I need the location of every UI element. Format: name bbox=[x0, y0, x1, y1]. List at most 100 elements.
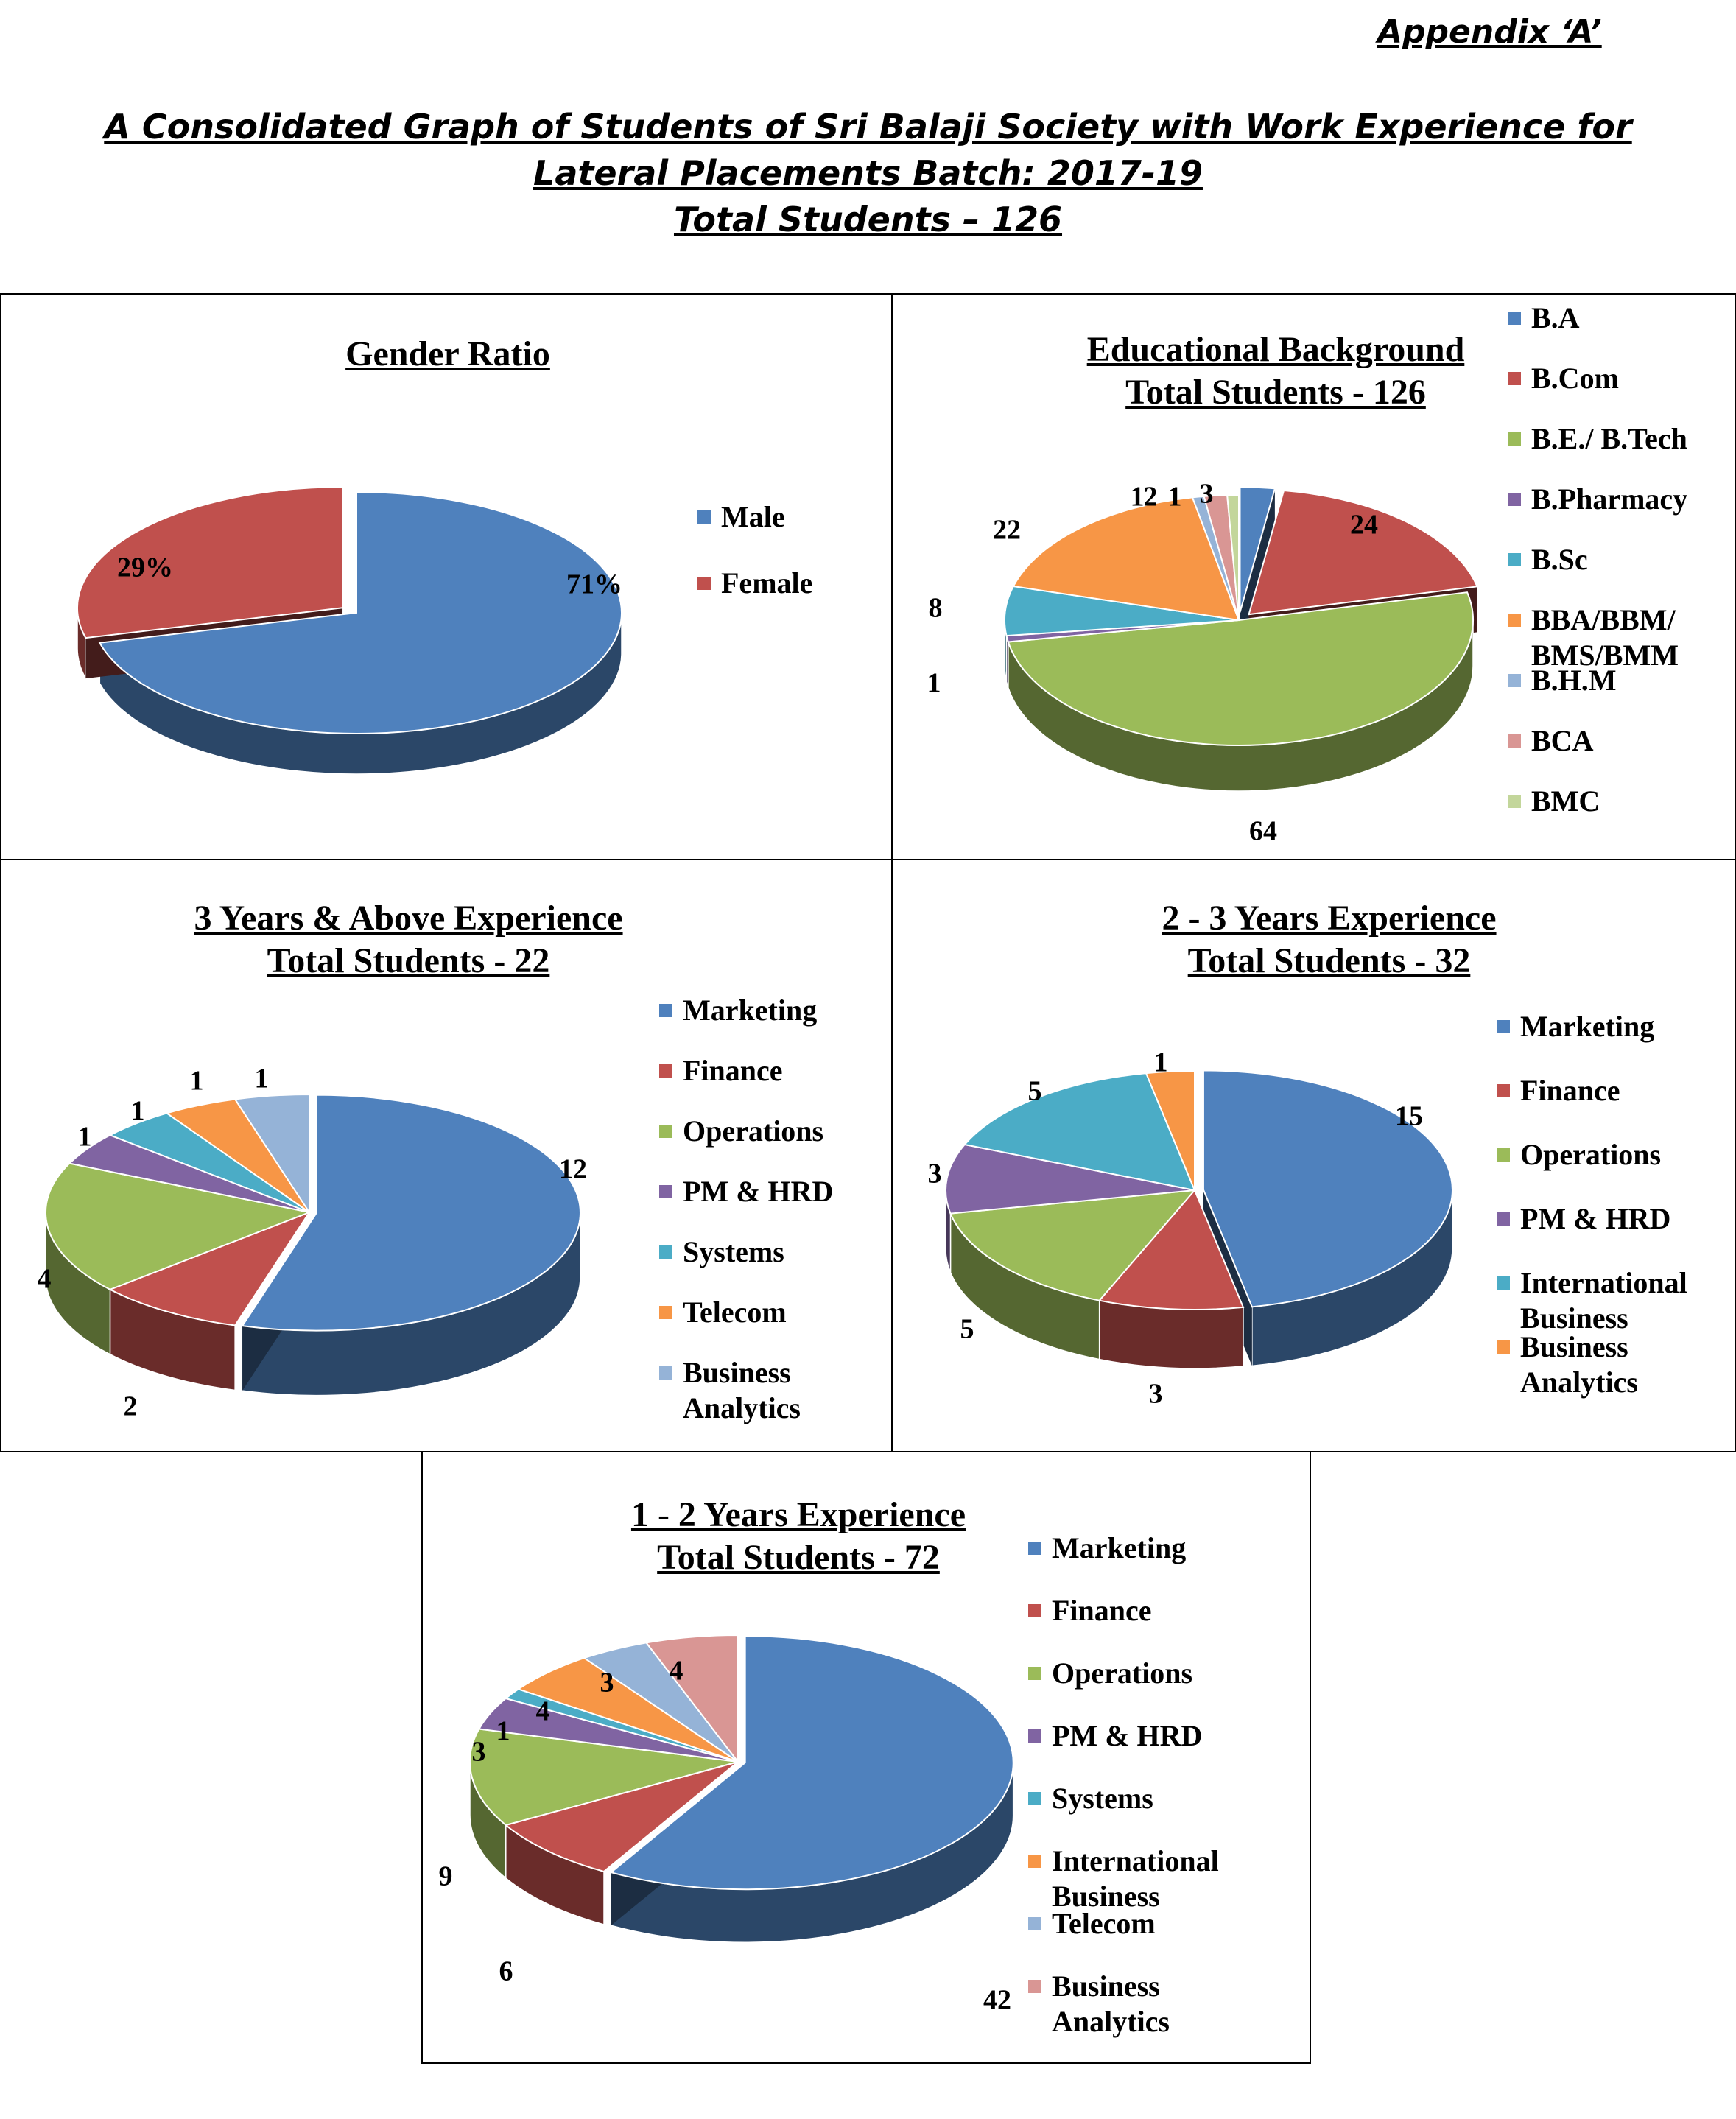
three-years-experience-panel: 3 Years & Above Experience Total Student… bbox=[0, 859, 893, 1452]
education-legend-swatch-bba-bbm-bms-bmm bbox=[1508, 614, 1521, 627]
education-slice-bmc bbox=[1226, 493, 1240, 621]
exp3-legend-text-pm-hrd: PM & HRD bbox=[683, 1175, 834, 1208]
education-slice-b-sc bbox=[1004, 585, 1240, 637]
exp12-legend-swatch-pm-hrd bbox=[1028, 1729, 1041, 1743]
gender-legend-swatch-male bbox=[697, 510, 711, 524]
education-slice-b-com bbox=[1248, 489, 1479, 616]
education-label-bca: 2 bbox=[1144, 482, 1158, 513]
report-title-line-3: Total Students – 126 bbox=[673, 200, 1063, 239]
exp12-slice-marketing bbox=[609, 1635, 1014, 1891]
exp12-legend-text-marketing: Marketing bbox=[1052, 1531, 1187, 1564]
education-legend-text-bmc: BMC bbox=[1531, 784, 1600, 818]
exp12-legend-swatch-finance bbox=[1028, 1604, 1041, 1617]
exp12-legend-swatch-marketing bbox=[1028, 1542, 1041, 1555]
education-label-bba-bbm-bms-bmm: 22 bbox=[993, 515, 1021, 546]
gender-slice-female bbox=[77, 486, 344, 639]
report-title-line-1: A Consolidated Graph of Students of Sri … bbox=[104, 107, 1632, 147]
exp3-slice-business-analytics bbox=[233, 1093, 310, 1215]
education-label-b-pharmacy: 1 bbox=[927, 668, 941, 699]
gender-legend: Male Female bbox=[697, 499, 882, 625]
exp3-label-operations: 4 bbox=[38, 1264, 52, 1295]
gender-pie-chart: 71% 29% bbox=[77, 486, 622, 775]
exp3-chart-subtitle: Total Students - 22 bbox=[267, 941, 550, 980]
exp3-legend: Marketing Finance Operations PM & HRD System… bbox=[659, 993, 888, 1435]
exp3-label-finance: 2 bbox=[124, 1391, 138, 1422]
education-legend-swatch-b-sc bbox=[1508, 553, 1521, 566]
gender-label-male: 71% bbox=[566, 569, 622, 600]
gender-pie-tops bbox=[77, 486, 622, 734]
exp3-legend-swatch-pm-hrd bbox=[659, 1185, 672, 1198]
exp3-legend-text-telecom: Telecom bbox=[683, 1296, 787, 1329]
exp12-legend-text-telecom: Telecom bbox=[1052, 1907, 1156, 1940]
exp12-label-systems: 1 bbox=[496, 1716, 510, 1747]
exp12-label-pm-hrd: 3 bbox=[472, 1737, 486, 1768]
exp23-slice-international-business bbox=[963, 1072, 1196, 1192]
exp12-legend-text-operations: Operations bbox=[1052, 1656, 1193, 1690]
gender-data-labels: 71% 29% bbox=[117, 552, 622, 600]
education-legend-text-b-e-b-tech: B.E./ B.Tech bbox=[1531, 422, 1687, 455]
exp23-legend-text-marketing: Marketing bbox=[1520, 1010, 1655, 1043]
exp3-legend-swatch-systems bbox=[659, 1245, 672, 1259]
exp3-legend-text-systems: Systems bbox=[683, 1235, 784, 1268]
education-legend-swatch-b-com bbox=[1508, 372, 1521, 385]
exp3-slice-finance bbox=[108, 1210, 312, 1326]
gender-legend-text-female: Female bbox=[721, 566, 813, 600]
gender-legend-text-male: Male bbox=[721, 500, 785, 533]
education-wall-b-a-1 bbox=[1240, 488, 1275, 658]
exp23-legend-swatch-business-analytics bbox=[1497, 1340, 1510, 1354]
one-two-years-experience-panel: 1 - 2 Years Experience Total Students - … bbox=[421, 1451, 1311, 2064]
education-legend: B.A B.Com B.E./ B.Tech B.Pharmacy B.Sc BBA/BB… bbox=[1508, 301, 1729, 853]
education-pie-tops bbox=[1004, 486, 1479, 746]
education-legend-swatch-b-e-b-tech bbox=[1508, 432, 1521, 446]
exp3-slice-operations bbox=[45, 1162, 312, 1290]
exp23-legend-swatch-operations bbox=[1497, 1148, 1510, 1162]
exp23-legend-swatch-marketing bbox=[1497, 1020, 1510, 1033]
education-chart-title: Educational Background bbox=[1086, 330, 1465, 369]
education-legend-text-b-sc: B.Sc bbox=[1531, 543, 1588, 576]
exp12-label-marketing: 42 bbox=[983, 1985, 1011, 2016]
exp3-label-marketing: 12 bbox=[559, 1154, 587, 1185]
education-legend-text-b-a: B.A bbox=[1531, 301, 1580, 334]
exp3-pie-chart: 12 2 4 1 1 1 1 bbox=[38, 1064, 588, 1422]
exp3-pie-sides bbox=[45, 1212, 581, 1396]
education-legend-swatch-bca bbox=[1508, 734, 1521, 748]
education-label-b-h-m: 1 bbox=[1131, 482, 1145, 513]
education-slice-b-a bbox=[1239, 486, 1276, 613]
exp3-legend-swatch-operations bbox=[659, 1125, 672, 1138]
exp3-legend-text-marketing: Marketing bbox=[683, 994, 818, 1027]
education-label-b-e-b-tech: 64 bbox=[1249, 816, 1277, 847]
exp12-legend-text-systems: Systems bbox=[1052, 1782, 1153, 1815]
exp23-label-marketing: 15 bbox=[1395, 1101, 1423, 1132]
exp23-legend-text-business-analytics: Business Analytics bbox=[1520, 1330, 1638, 1399]
exp23-pie-tops bbox=[945, 1069, 1453, 1310]
exp3-legend-swatch-business-analytics bbox=[659, 1366, 672, 1380]
two-three-years-experience-panel: 2 - 3 Years Experience Total Students - … bbox=[891, 859, 1736, 1452]
exp12-legend-swatch-international-business bbox=[1028, 1855, 1041, 1868]
exp12-slice-operations bbox=[469, 1728, 739, 1827]
exp12-legend-text-pm-hrd: PM & HRD bbox=[1052, 1719, 1203, 1752]
exp23-label-international-business: 5 bbox=[1028, 1076, 1042, 1107]
education-slice-bba-bbm-bms-bmm bbox=[1012, 496, 1240, 622]
education-legend-swatch-b-h-m bbox=[1508, 674, 1521, 687]
exp23-slice-operations bbox=[949, 1189, 1197, 1301]
exp23-slice-finance bbox=[1097, 1189, 1245, 1310]
exp12-legend-swatch-business-analytics bbox=[1028, 1980, 1041, 1993]
exp23-label-business-analytics: 1 bbox=[1154, 1047, 1168, 1078]
education-label-b-a: 3 bbox=[1200, 479, 1214, 510]
exp23-slice-pm-hrd bbox=[945, 1143, 1195, 1215]
exp23-legend-swatch-pm-hrd bbox=[1497, 1212, 1510, 1226]
exp12-slice-business-analytics bbox=[644, 1634, 739, 1764]
exp12-legend-text-international-business: International Business bbox=[1052, 1844, 1219, 1913]
exp12-label-telecom: 3 bbox=[600, 1668, 614, 1698]
education-slice-b-e-b-tech bbox=[1007, 591, 1474, 746]
education-chart-subtitle: Total Students - 126 bbox=[1125, 373, 1426, 412]
exp23-slice-marketing bbox=[1202, 1069, 1453, 1308]
exp3-chart-title: 3 Years & Above Experience bbox=[194, 899, 623, 938]
exp12-slice-finance bbox=[504, 1761, 739, 1873]
gender-legend-swatch-female bbox=[697, 577, 711, 590]
exp23-label-operations: 5 bbox=[960, 1314, 974, 1345]
education-label-bmc: 1 bbox=[1168, 482, 1182, 513]
gender-slice-male bbox=[98, 491, 622, 734]
